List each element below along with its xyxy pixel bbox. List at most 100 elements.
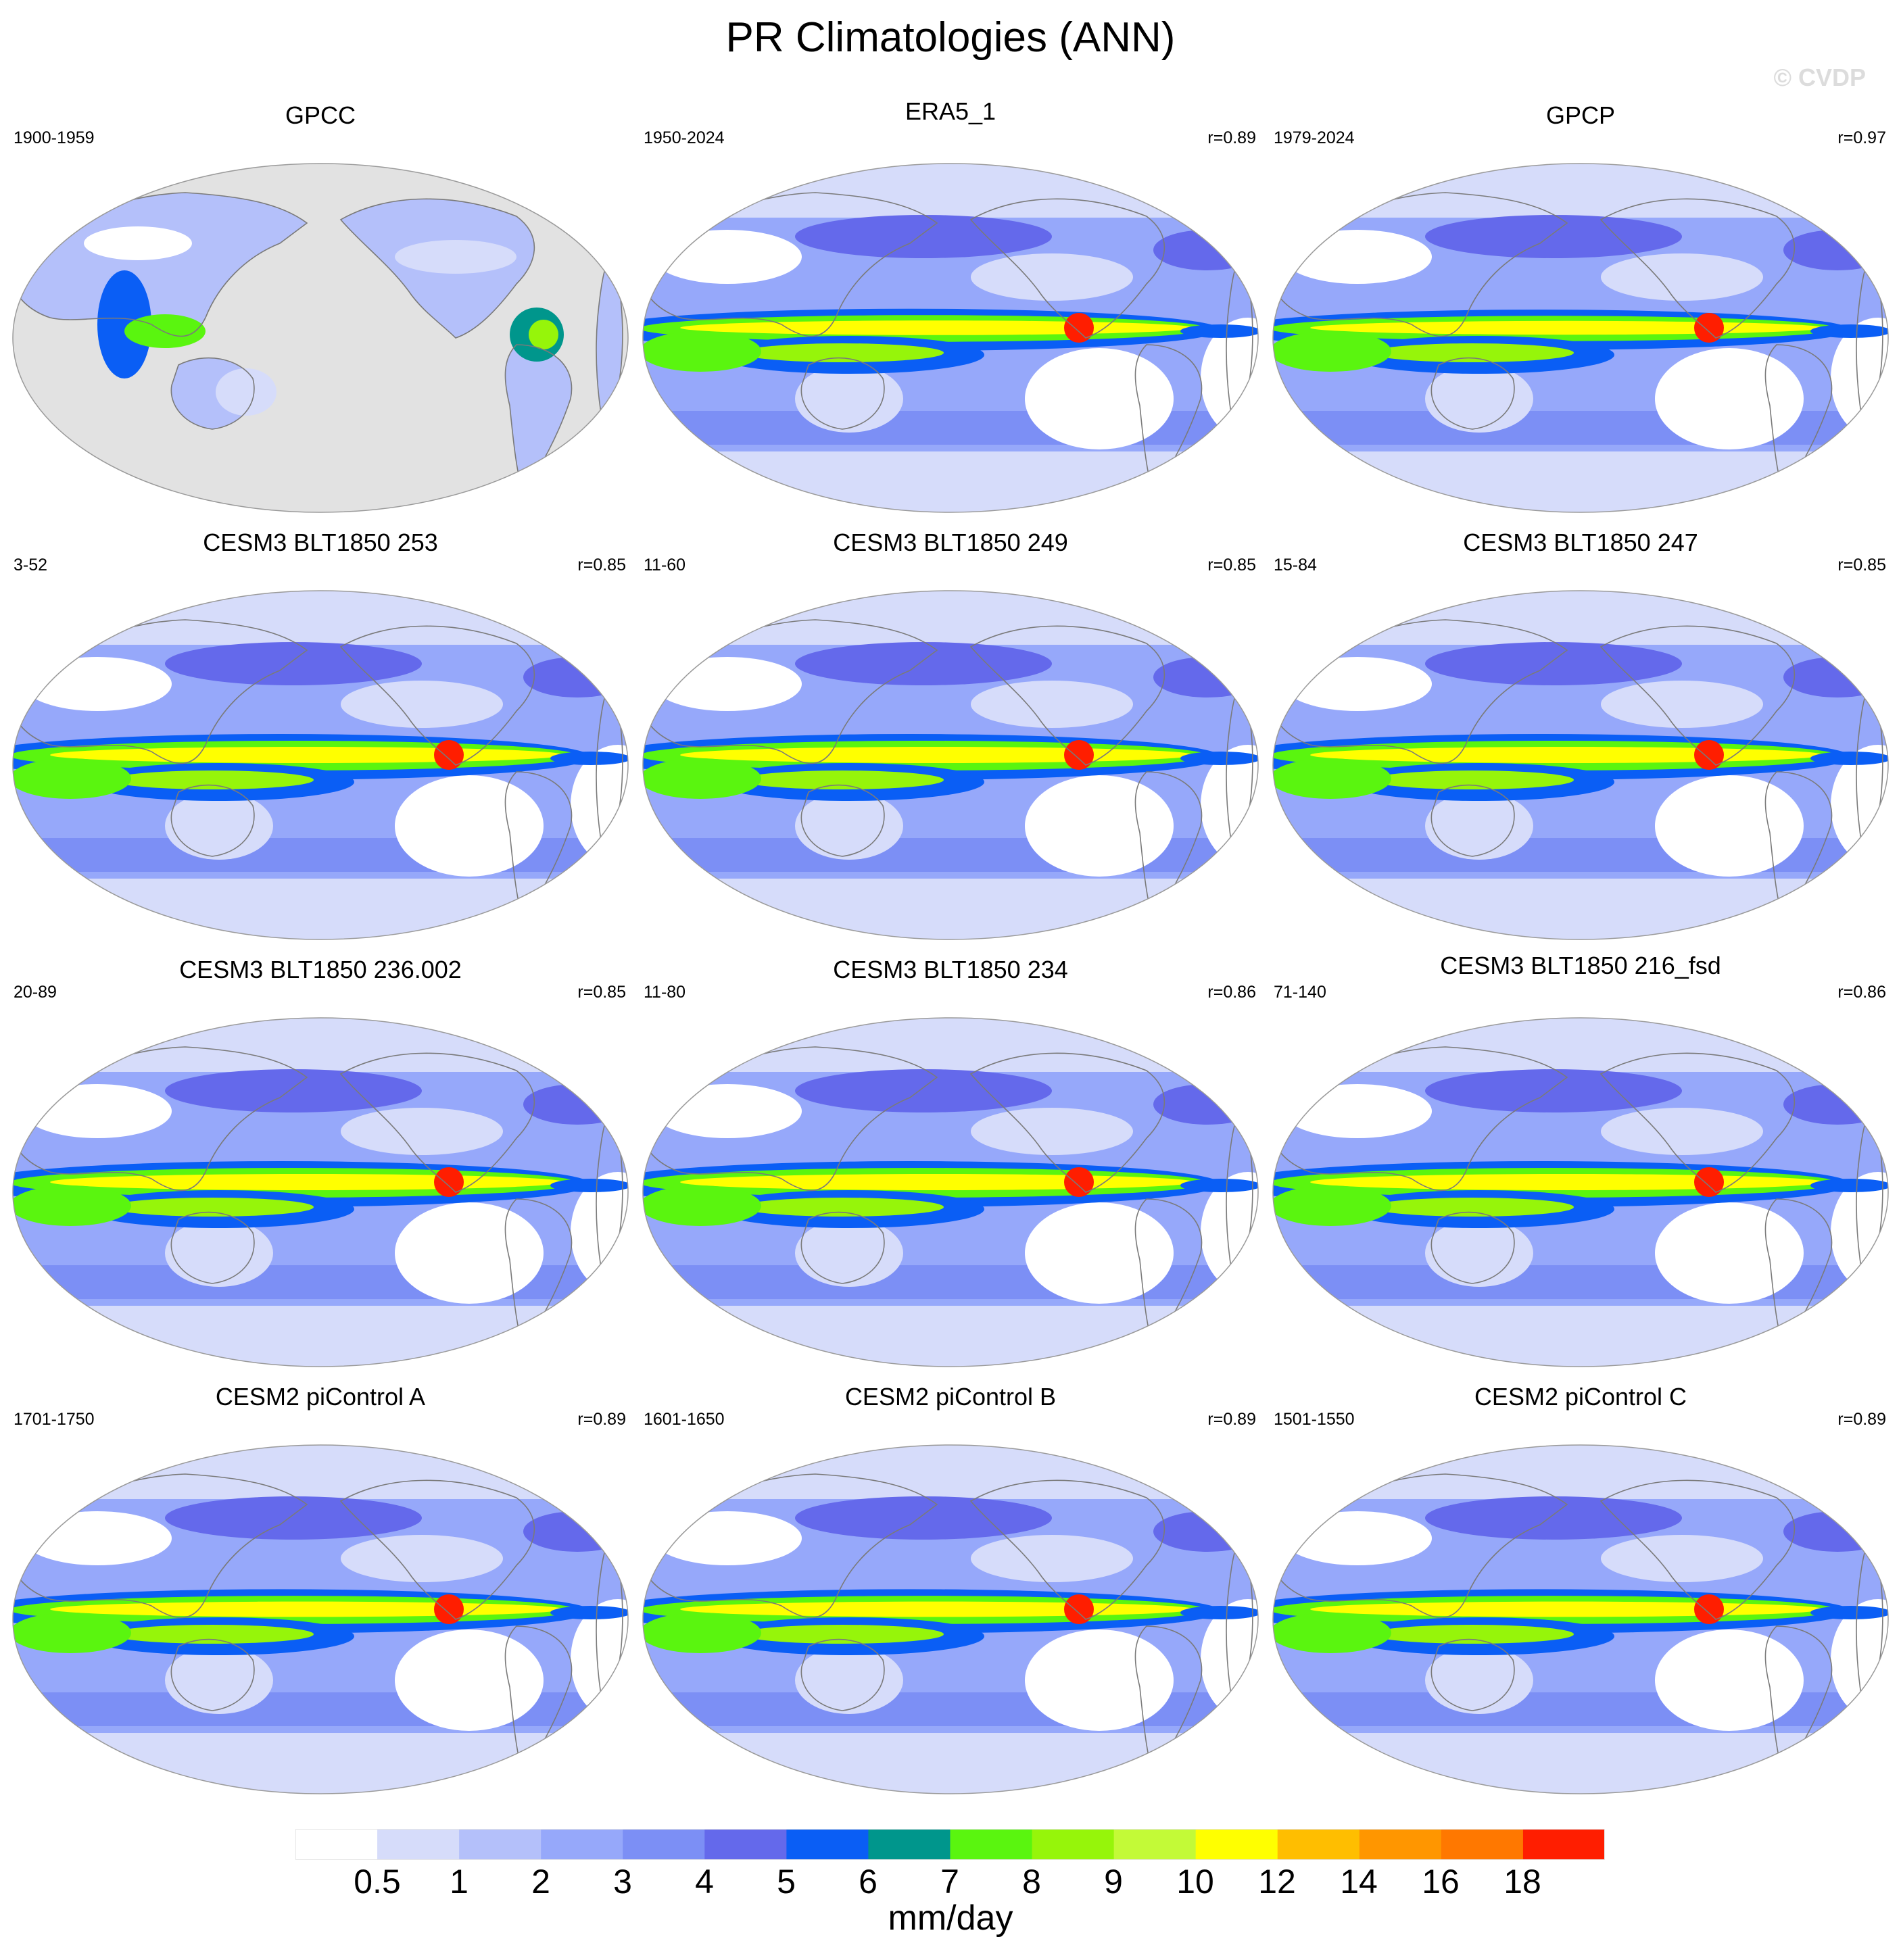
- hotspot: [1694, 1594, 1724, 1624]
- itcz-band: [1310, 1601, 1824, 1617]
- map-globe: [1272, 1444, 1889, 1794]
- colorbar-swatch: [868, 1829, 951, 1860]
- dry-zone: [1425, 792, 1533, 860]
- coastline: [1430, 784, 1515, 857]
- dry-zone: [971, 253, 1133, 301]
- colorbar-label: 1: [450, 1863, 468, 1901]
- colorbar-swatch: [1522, 1829, 1605, 1860]
- panel-title: CESM3 BLT1850 234: [833, 956, 1068, 983]
- coastline: [339, 625, 535, 766]
- storm-track-north: [1425, 1496, 1682, 1540]
- panel-years: 20-89: [14, 983, 57, 1002]
- panel-correlation: r=0.97: [1837, 128, 1886, 147]
- storm-track-north: [795, 1069, 1052, 1112]
- colorbar-label: 5: [777, 1863, 796, 1901]
- indian-ocean-rain: [13, 758, 131, 799]
- dry-zone: [653, 1084, 802, 1138]
- panel-years: 1501-1550: [1274, 1410, 1355, 1429]
- dry-zone: [1425, 1646, 1533, 1714]
- colorbar-label: 7: [940, 1863, 959, 1901]
- panel-years: 3-52: [14, 556, 48, 574]
- map-panel: CESM3 BLT1850 216_fsd 71-140 r=0.86: [1270, 952, 1892, 1367]
- panel-title: GPCP: [1545, 101, 1616, 129]
- dry-zone: [1601, 681, 1763, 728]
- dry-zone: [571, 1599, 628, 1721]
- coastline: [170, 357, 255, 430]
- dry-zone: [341, 681, 503, 728]
- map-border: [12, 1017, 629, 1367]
- dry-zone: [653, 230, 802, 284]
- storm-track-north: [1153, 657, 1258, 697]
- dry-region: [395, 240, 516, 274]
- map-border: [642, 1017, 1259, 1367]
- hotspot: [1064, 1167, 1094, 1197]
- storm-track-north: [523, 657, 628, 697]
- map-panel: CESM3 BLT1850 247 15-84 r=0.85: [1270, 529, 1892, 940]
- dry-zone: [395, 1202, 544, 1304]
- dry-zone: [23, 657, 172, 711]
- spcz-band: [741, 770, 944, 789]
- dry-zone: [1201, 745, 1258, 866]
- spcz-band: [741, 343, 944, 362]
- panel-title: CESM3 BLT1850 253: [203, 529, 438, 556]
- dry-zone: [165, 792, 273, 860]
- colorbar-swatch: [1195, 1829, 1278, 1860]
- dry-zone: [395, 775, 544, 877]
- wet-region: [529, 320, 558, 349]
- panel-years: 1979-2024: [1274, 128, 1355, 147]
- spcz-band: [1371, 1625, 1574, 1644]
- figure-title: PR Climatologies (ANN): [725, 14, 1176, 61]
- arctic-band: [643, 1445, 1258, 1499]
- colorbar-swatch: [1113, 1829, 1197, 1860]
- panel-years: 11-80: [644, 983, 686, 1002]
- panel-years: 1701-1750: [14, 1410, 95, 1429]
- map-field: [643, 1445, 1258, 1794]
- dry-zone: [1601, 1535, 1763, 1582]
- atlantic-itcz: [1810, 752, 1888, 765]
- dry-zone: [1283, 230, 1432, 284]
- atlantic-itcz: [1810, 324, 1888, 338]
- land-precip: [505, 345, 572, 493]
- storm-track-north: [1783, 1084, 1888, 1125]
- map-border: [642, 1444, 1259, 1794]
- arctic-band: [1273, 591, 1888, 645]
- arctic-band: [13, 1018, 628, 1072]
- panel-correlation: r=0.89: [1207, 1410, 1256, 1429]
- dry-zone: [1425, 1219, 1533, 1287]
- colorbar-swatch: [1359, 1829, 1442, 1860]
- map-panel: CESM2 piControl B 1601-1650 r=0.89: [640, 1383, 1261, 1794]
- coastline: [1430, 1211, 1515, 1284]
- hotspot: [1064, 313, 1094, 343]
- dry-zone: [1655, 348, 1804, 449]
- panel-title: CESM3 BLT1850 249: [833, 529, 1068, 556]
- coastline: [969, 1479, 1165, 1620]
- panel-title: CESM2 piControl B: [844, 1383, 1057, 1411]
- hotspot: [1064, 740, 1094, 770]
- dry-zone: [971, 1108, 1133, 1155]
- arctic-band: [1273, 1018, 1888, 1072]
- wet-region: [124, 314, 206, 348]
- indian-ocean-rain: [13, 1613, 131, 1653]
- colorbar-swatch: [459, 1829, 542, 1860]
- panel-correlation: r=0.85: [1837, 556, 1886, 574]
- dry-zone: [1831, 745, 1888, 866]
- coastline: [1599, 1052, 1796, 1193]
- storm-track-north: [523, 1511, 628, 1552]
- dry-zone: [1201, 1172, 1258, 1294]
- map-border: [1272, 1444, 1889, 1794]
- map-border: [642, 163, 1259, 513]
- storm-track-north: [795, 642, 1052, 685]
- dry-zone: [1655, 775, 1804, 877]
- dry-zone: [1201, 318, 1258, 439]
- map-field: [13, 164, 628, 512]
- colorbar-label: 6: [859, 1863, 877, 1901]
- atlantic-itcz: [550, 1179, 628, 1192]
- map-panel: CESM2 piControl A 1701-1750 r=0.89: [9, 1383, 631, 1794]
- map-panel: CESM3 BLT1850 253 3-52 r=0.85: [9, 529, 631, 940]
- dry-zone: [1655, 1630, 1804, 1731]
- coastline: [969, 625, 1165, 766]
- arctic-band: [1273, 164, 1888, 218]
- storm-track-north: [1425, 642, 1682, 685]
- storm-track-north: [523, 1084, 628, 1125]
- dry-zone: [23, 1511, 172, 1565]
